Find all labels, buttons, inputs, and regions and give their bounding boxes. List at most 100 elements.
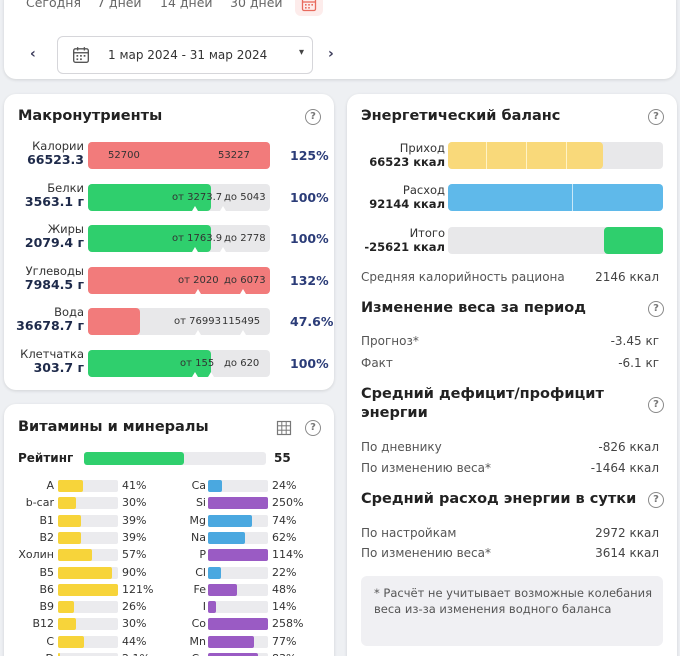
nutrient-row[interactable]: A 41% [4,479,334,493]
nutrient-name: C [46,634,54,648]
next-period-button[interactable]: › [328,46,334,62]
nutrient-row[interactable]: Холин 57% [4,548,334,562]
fact-value: -6.1 кг [618,356,659,370]
macro-range-from: 52700 [108,150,140,161]
rating-bar-fill [84,452,184,465]
help-icon[interactable]: ? [648,301,664,317]
help-icon[interactable]: ? [648,492,664,508]
macro-bar: 52700 53227 [88,142,270,169]
macro-value: 3563.1 г [24,193,84,209]
target-marker [240,288,246,294]
nutrient-name: B12 [32,617,54,631]
calendar-icon [73,47,89,63]
nutrient-percent: 83% [272,652,296,656]
vitamins-title: Витамины и минералы [18,419,209,435]
exp-settings-label: По настройкам [361,526,457,540]
nutrient-bar-fill [208,601,217,614]
nutrient-row[interactable]: B9 26% [4,600,334,614]
nutrient-row[interactable]: C 44% [4,635,334,649]
calendar-icon [301,0,317,12]
nutrient-row[interactable]: Na 62% [4,531,334,545]
nutrient-name: b-car [25,496,54,510]
nutrient-name: Mg [189,513,206,527]
macronutrients-card: Макронутриенты ? Калории 66523.3 52700 5322… [4,94,334,390]
nutrient-row[interactable]: Co 258% [4,617,334,631]
nutrient-bar [58,653,118,656]
nutrient-bar-fill [208,583,237,596]
nutrient-row[interactable]: B1 39% [4,514,334,528]
income-bar-fill [448,142,603,169]
nutrient-bar-fill [58,601,74,614]
macro-percent: 100% [290,355,329,371]
nutrient-row[interactable]: Cu 83% [4,652,334,656]
nutrient-row[interactable]: I 14% [4,600,334,614]
macro-range-to: до 5043 [224,191,266,203]
nutrient-row[interactable]: Mg 74% [4,514,334,528]
nutrient-row[interactable]: b-car 30% [4,496,334,510]
macro-name: Калории [32,139,84,153]
nutrient-name: Fe [193,582,207,596]
nutrient-name: B2 [39,530,54,544]
target-marker [220,205,226,211]
calendar-tab-button[interactable] [295,0,323,16]
macro-range-to: 53227 [218,150,250,161]
nutrient-bar-fill [208,531,246,544]
date-range-select[interactable]: 1 мар 2024 - 31 мар 2024 ▾ [57,36,313,74]
nutrient-percent: 258% [272,617,304,631]
nutrient-row[interactable]: P 114% [4,548,334,562]
nutrient-row[interactable]: Si 250% [4,496,334,510]
macro-value: 2079.4 г [24,235,84,250]
nutrient-name: B9 [39,600,54,614]
help-icon[interactable]: ? [648,109,664,125]
nutrient-name: Co [191,617,206,631]
macro-label-1: Белки 3563.1 г [4,181,84,209]
tab-today[interactable]: Сегодня [26,0,81,10]
nutrient-name: B6 [39,582,54,596]
macro-range-to: до 6073 [224,274,266,286]
nutrient-name: B1 [39,513,54,527]
nutrient-row[interactable]: B2 39% [4,531,334,545]
help-icon[interactable]: ? [305,420,321,436]
help-icon[interactable]: ? [305,109,321,125]
nutrient-bar-fill [58,566,112,579]
macro-range-from: от 76993 [174,316,221,327]
macro-range-to: 115495 [222,316,261,327]
prev-period-button[interactable]: ‹ [30,46,36,62]
macro-percent: 100% [290,231,329,246]
tab-7-days[interactable]: 7 дней [97,0,142,10]
nutrient-percent: 77% [272,634,297,648]
nutrient-bar-fill [58,514,82,527]
nutrient-row[interactable]: Fe 48% [4,583,334,597]
nutrient-bar [208,566,268,579]
macro-range-from: от 2020 [178,274,219,286]
macro-bar-fill [88,308,140,335]
nutrient-name: Si [195,496,206,510]
macro-value: 36678.7 г [16,318,84,333]
help-icon[interactable]: ? [648,397,664,413]
nutrient-name: I [202,600,206,614]
tab-30-days[interactable]: 30 дней [230,0,283,10]
total-bar-fill [604,227,663,254]
tab-14-days[interactable]: 14 дней [160,0,213,10]
nutrient-percent: 39% [122,530,147,544]
nutrient-percent: 2.1% [122,652,150,656]
avg-calories-value: 2146 ккал [595,270,659,284]
nutrient-row[interactable]: B6 121% [4,583,334,597]
nutrient-row[interactable]: Cl 22% [4,566,334,580]
note-box: * Расчёт не учитывает возможные колебани… [361,576,663,646]
nutrient-percent: 14% [272,600,297,614]
nutrient-row[interactable]: Mn 77% [4,635,334,649]
nutrient-row[interactable]: B12 30% [4,617,334,631]
nutrient-percent: 41% [122,479,147,492]
nutrient-row[interactable]: Ca 24% [4,479,334,493]
nutrient-percent: 74% [272,513,297,527]
nutrient-row[interactable]: D 2.1% [4,652,334,656]
table-icon[interactable] [276,420,292,436]
macro-range-from: от 3273.7 [172,191,223,203]
macro-label-4: Вода 36678.7 г [4,306,84,333]
nutrient-row[interactable]: B5 90% [4,566,334,580]
nutrient-bar-fill [58,480,83,492]
nutrient-name: D [14,652,54,656]
nutrient-name: P [199,548,206,562]
date-range-value: 1 мар 2024 - 31 мар 2024 [108,48,268,62]
